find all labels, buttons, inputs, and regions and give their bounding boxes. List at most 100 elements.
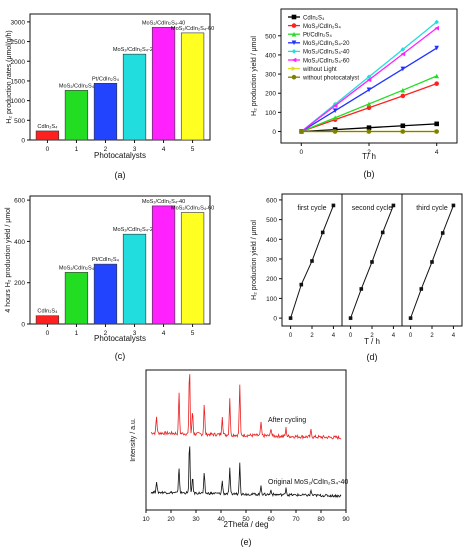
c-y-tick-label: 0 — [21, 322, 25, 329]
a-bar-label: MoS₂/CdIn₂S₄-20 — [113, 47, 156, 53]
panel-b-x-ticks: 0 2 4 — [299, 143, 439, 156]
b-legend-marker — [291, 57, 297, 63]
panel-b: 0 100 200 300 400 500 0 2 4 CdIn₂S₄ MoS₂/CdIn₂S₄… — [251, 8, 458, 179]
e-pattern-label: Original MoS₂/CdIn₂S₄-40 — [268, 479, 348, 486]
b-legend-marker — [291, 14, 297, 20]
c-bar-label: MoS₂/CdIn₂S₄-40 — [142, 199, 185, 205]
b-legend-label: Pt/CdIn₂S₄ — [303, 33, 332, 39]
d-x-tick-label: 4 — [392, 333, 396, 339]
d-y-tick-label: 0 — [273, 316, 277, 323]
b-data-point — [434, 129, 439, 134]
b-legend-marker — [291, 40, 297, 46]
a-bar-label: CdIn₂S₄ — [37, 124, 58, 130]
panel-a-y-ticks: 0 500 1000 1500 2000 2500 3000 — [11, 19, 30, 145]
b-data-point — [332, 103, 338, 108]
a-bar — [93, 83, 118, 141]
a-y-tick-label: 3000 — [11, 19, 26, 26]
b-data-point — [434, 19, 439, 25]
a-bar — [122, 53, 147, 141]
b-data-point — [434, 121, 439, 127]
d-data-point — [391, 203, 396, 208]
e-x-tick-label: 50 — [242, 516, 250, 523]
c-x-tick-label: 3 — [133, 330, 137, 337]
d-x-tick-label: 0 — [289, 333, 293, 339]
a-bar — [35, 130, 60, 141]
a-x-tick-label: 1 — [75, 146, 79, 153]
a-bar — [151, 27, 176, 141]
a-bar — [64, 90, 89, 141]
panel-e-label: (e) — [241, 537, 252, 547]
b-data-point — [366, 87, 372, 93]
a-y-tick-label: 500 — [14, 118, 25, 125]
b-legend-marker — [291, 31, 297, 37]
b-data-point — [434, 25, 439, 31]
panel-d-plot-frame — [281, 193, 463, 327]
b-y-tick-label: 300 — [265, 72, 276, 79]
c-bar — [35, 315, 60, 325]
c-bar-label: MoS₂/CdIn₂S₄-60 — [171, 206, 214, 212]
panel-d-y-axis-label: H₂ production yield / μmol — [251, 220, 258, 300]
b-legend-label: MoS₂/CdIn₂S₄-20 — [303, 41, 350, 47]
d-data-point — [348, 316, 353, 320]
a-y-tick-label: 0 — [21, 138, 25, 145]
b-legend-label: CdIn₂S₄ — [303, 15, 325, 21]
c-bar-label: Pt/CdIn₂S₄ — [92, 257, 120, 263]
b-x-tick-label: 0 — [299, 149, 303, 156]
d-data-point — [320, 230, 325, 235]
b-legend-marker — [291, 23, 297, 28]
panel-c-plot-frame — [29, 195, 211, 325]
d-x-tick-label: 2 — [370, 333, 374, 339]
panel-c: 0 200 400 600 0 1 2 3 4 5 CdIn₂S₄ MoS₂/CdIn₂S₄ Pt/… — [5, 195, 214, 361]
c-bar — [93, 263, 118, 325]
d-cycle-label: second cycle — [352, 205, 393, 212]
b-legend-marker — [291, 49, 297, 54]
b-legend-label: MoS₂/CdIn₂S₄ — [303, 24, 341, 30]
e-x-tick-label: 10 — [142, 516, 150, 523]
d-data-point — [310, 259, 314, 263]
c-x-tick-label: 5 — [191, 330, 195, 337]
b-data-point — [434, 81, 439, 86]
d-y-tick-label: 500 — [266, 217, 277, 224]
a-bar-label: MoS₂/CdIn₂S₄-40 — [142, 20, 185, 26]
a-y-tick-label: 2000 — [11, 59, 26, 66]
b-y-tick-label: 0 — [272, 129, 276, 136]
d-x-tick-label: 4 — [332, 333, 336, 339]
c-x-tick-label: 1 — [75, 330, 79, 337]
b-data-point — [332, 129, 338, 134]
b-data-point — [366, 77, 372, 83]
panel-b-label: (b) — [364, 169, 375, 179]
c-bar — [122, 233, 147, 325]
c-y-tick-label: 400 — [14, 239, 25, 246]
e-x-tick-label: 80 — [317, 516, 325, 523]
panel-b-y-axis-label: H₂ production yield / μmol — [251, 36, 258, 116]
b-data-point — [332, 115, 338, 121]
panel-a-x-ticks: 0 1 2 3 4 5 — [46, 140, 195, 153]
panel-e-x-ticks: 10 20 30 40 50 60 70 80 90 — [142, 510, 350, 523]
b-data-point — [400, 87, 406, 93]
a-bar-label: MoS₂/CdIn₂S₄-60 — [171, 26, 214, 32]
panel-a-y-axis-label: H₂ production rates (μmol/g/h) — [6, 30, 13, 124]
b-legend-label: MoS₂/CdIn₂S₄-60 — [303, 58, 350, 64]
d-data-point — [380, 230, 385, 235]
panel-e-y-axis-label: Intensity / a.u. — [130, 418, 137, 462]
a-bar-label: MoS₂/CdIn₂S₄ — [59, 83, 95, 89]
e-x-tick-label: 90 — [342, 516, 350, 523]
d-x-tick-label: 4 — [452, 333, 456, 339]
b-data-point — [400, 129, 406, 134]
c-y-tick-label: 600 — [14, 198, 25, 205]
a-y-tick-label: 2500 — [11, 39, 26, 46]
b-data-point — [366, 74, 372, 80]
panel-a: 0 500 1000 1500 2000 2500 3000 0 1 2 3 4 5 CdIn₂S₄ M… — [6, 13, 214, 180]
panel-d-cycles: first cycle 0 2 4 second cycle 0 2 4 third cycle… — [288, 194, 456, 339]
b-data-point — [400, 51, 406, 57]
panel-c-label: (c) — [115, 351, 126, 361]
b-data-point — [366, 105, 372, 111]
panel-a-x-axis-label: Photocatalysts — [94, 151, 146, 160]
c-bar-label: MoS₂/CdIn₂S₄ — [59, 265, 95, 271]
panel-b-x-axis-label: T/ h — [362, 152, 376, 161]
panel-c-x-axis-label: Photocatalysts — [94, 334, 146, 343]
d-y-tick-label: 600 — [266, 197, 277, 204]
d-data-point — [331, 203, 336, 208]
